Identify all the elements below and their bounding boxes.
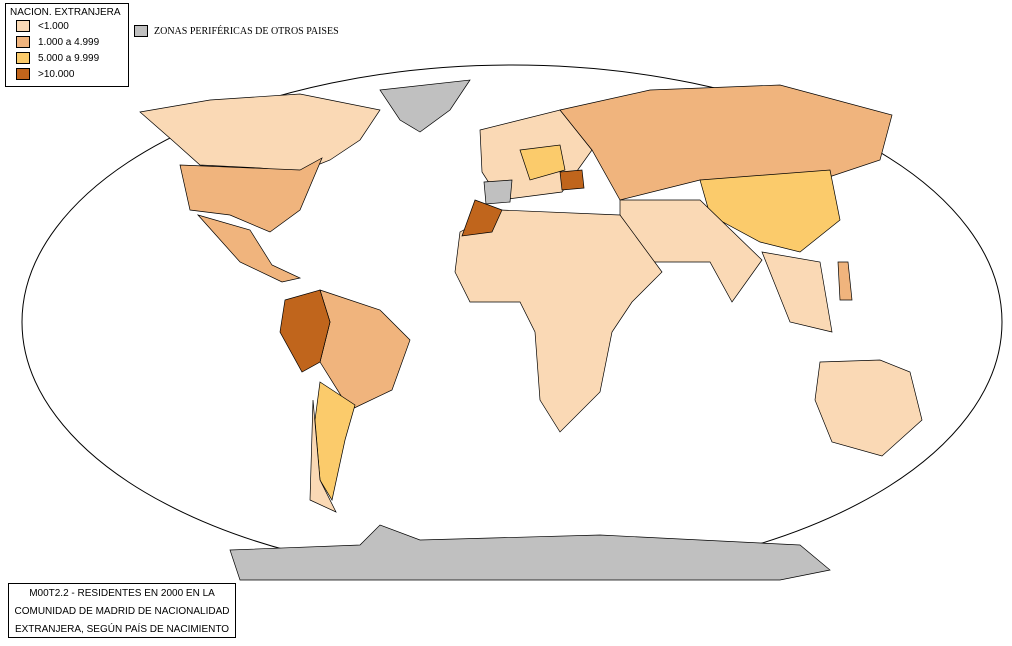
southeast-asia	[761, 251, 833, 333]
australia	[814, 359, 923, 457]
legend-item: 5.000 a 9.999	[10, 50, 124, 66]
canada	[139, 93, 381, 173]
legend-swatch	[16, 36, 30, 48]
romania	[559, 169, 585, 191]
philippines	[837, 261, 853, 301]
antarctica	[229, 524, 831, 581]
legend-item: 1.000 a 4.999	[10, 34, 124, 50]
other-legend: ZONAS PERIFÉRICAS DE OTROS PAISES	[134, 25, 339, 37]
legend-label: >10.000	[38, 68, 75, 80]
africa	[454, 209, 663, 433]
andean	[279, 289, 331, 373]
iberia	[483, 179, 513, 205]
chile	[309, 399, 337, 513]
legend-item: <1.000	[10, 18, 124, 34]
caption-line: M00T2.2 - RESIDENTES EN 2000 EN LA	[29, 588, 215, 599]
legend-swatch	[16, 68, 30, 80]
caption-line: COMUNIDAD DE MADRID DE NACIONALIDAD	[14, 606, 230, 617]
legend-swatch	[16, 20, 30, 32]
legend-item: >10.000	[10, 66, 124, 82]
legend-label: 5.000 a 9.999	[38, 52, 100, 64]
legend-swatch	[16, 52, 30, 64]
usa	[179, 157, 323, 233]
legend-swatch	[134, 25, 148, 37]
central-europe	[519, 144, 566, 181]
legend: NACION. EXTRANJERA <1.000 1.000 a 4.999 5.…	[5, 3, 129, 87]
morocco	[461, 199, 503, 237]
legend-title: NACION. EXTRANJERA	[10, 7, 121, 18]
countries	[139, 79, 923, 581]
greenland	[379, 79, 471, 133]
caption-line: EXTRANJERA, SEGÚN PAÍS DE NACIMIENTO	[14, 624, 230, 635]
legend-label: <1.000	[38, 20, 69, 32]
legend-label: 1.000 a 4.999	[38, 36, 100, 48]
russia	[559, 84, 893, 201]
mexico	[196, 214, 302, 283]
legend-label: ZONAS PERIFÉRICAS DE OTROS PAISES	[154, 25, 339, 37]
caption: M00T2.2 - RESIDENTES EN 2000 EN LA COMUNI…	[8, 583, 236, 638]
